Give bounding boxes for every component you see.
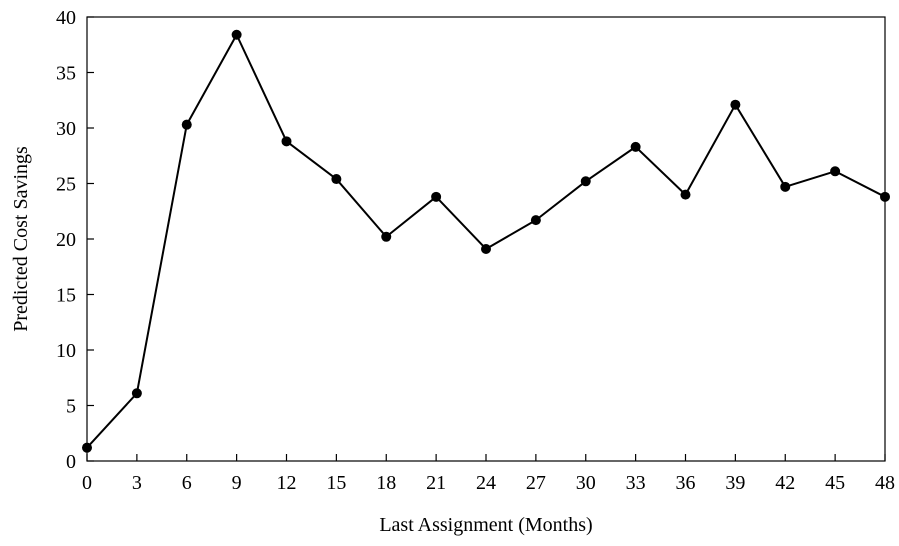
data-point — [630, 141, 641, 152]
y-tick-label: 25 — [56, 174, 76, 196]
x-tick-label: 0 — [82, 472, 92, 494]
x-tick-label: 21 — [426, 472, 446, 494]
x-axis-label: Last Assignment (Months) — [379, 514, 592, 536]
x-tick-label: 12 — [277, 472, 297, 494]
y-axis-ticks: 0 5 10 15 20 25 30 35 40 — [56, 7, 94, 473]
x-tick-label: 6 — [182, 472, 192, 494]
x-tick-label: 48 — [875, 472, 895, 494]
data-point — [580, 176, 591, 187]
x-tick-label: 39 — [725, 472, 745, 494]
y-tick-label: 5 — [66, 396, 76, 418]
y-tick-label: 20 — [56, 229, 76, 251]
data-point — [281, 136, 292, 147]
y-tick-label: 0 — [66, 451, 76, 473]
y-tick-label: 10 — [56, 340, 76, 362]
x-tick-label: 36 — [676, 472, 696, 494]
x-tick-label: 9 — [232, 472, 242, 494]
x-tick-label: 30 — [576, 472, 596, 494]
x-tick-label: 18 — [376, 472, 396, 494]
data-point — [880, 191, 890, 202]
x-tick-label: 24 — [476, 472, 496, 494]
x-tick-label: 45 — [825, 472, 845, 494]
series-layer — [82, 29, 890, 453]
plot-frame — [86, 16, 886, 462]
x-tick-label: 42 — [775, 472, 795, 494]
data-point — [331, 174, 342, 185]
y-tick-label: 15 — [56, 285, 76, 307]
data-point — [730, 99, 741, 110]
y-tick-label: 30 — [56, 118, 76, 140]
data-point — [431, 191, 442, 202]
x-tick-label: 33 — [626, 472, 646, 494]
data-point — [82, 442, 92, 453]
data-point — [530, 215, 541, 226]
x-tick-label: 3 — [132, 472, 142, 494]
data-point — [231, 29, 242, 40]
data-point — [131, 388, 142, 399]
y-axis-label: Predicted Cost Savings — [10, 146, 32, 332]
x-axis-ticks: 0 3 6 9 12 15 18 21 24 27 30 33 36 39 42 45 48 — [82, 454, 895, 494]
data-point — [181, 119, 192, 130]
data-point — [830, 166, 841, 177]
y-tick-label: 40 — [56, 7, 76, 29]
data-point — [481, 243, 491, 254]
series-line — [86, 33, 886, 449]
data-point — [680, 189, 691, 200]
data-point — [381, 231, 392, 242]
x-tick-label: 15 — [326, 472, 346, 494]
y-tick-label: 35 — [56, 63, 76, 85]
data-point — [780, 181, 791, 192]
x-tick-label: 27 — [526, 472, 546, 494]
